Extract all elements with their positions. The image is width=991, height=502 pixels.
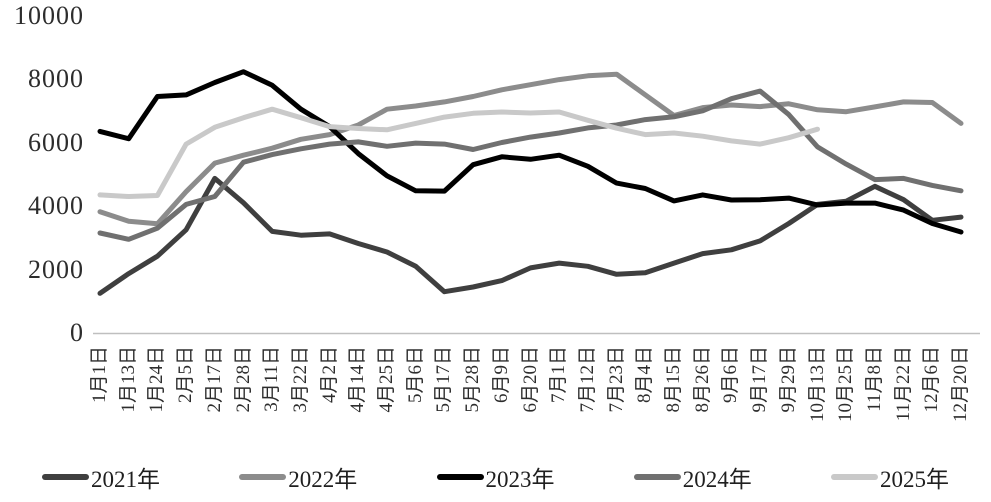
legend-label: 2023年: [485, 467, 555, 492]
x-axis-tick-label: 5月6日: [404, 346, 426, 404]
x-axis-tick-label: 4月25日: [376, 346, 397, 413]
legend-item-2021年: 2021年: [42, 460, 160, 494]
legend-item-2025年: 2025年: [831, 460, 949, 494]
x-axis-tick-label: 8月15日: [663, 346, 684, 413]
x-axis-tick-label: 12月6日: [921, 346, 943, 413]
x-axis-tick-label: 9月6日: [720, 346, 742, 404]
series-line-2021年: [97, 175, 964, 296]
legend-line-swatch-icon: [42, 474, 89, 480]
legend-item-2024年: 2024年: [633, 460, 752, 494]
x-axis-tick-label: 1月1日: [89, 346, 110, 404]
x-axis-tick-label: 7月23日: [605, 346, 627, 413]
legend: 2021年 2022年 2023年 2024年 2025年: [42, 460, 949, 494]
y-axis-tick-label: 2000: [28, 254, 84, 284]
x-axis-tick-label: 3月11日: [261, 346, 283, 412]
legend-label: 2022年: [288, 467, 358, 492]
x-axis-tick-label: 1月13日: [117, 346, 139, 413]
x-axis-tick-label: 2月17日: [203, 346, 225, 413]
series-line-2025年: [97, 106, 820, 199]
legend-item-2022年: 2022年: [239, 460, 357, 494]
x-axis-tick-label: 9月29日: [777, 346, 799, 413]
legend-line-swatch-icon: [436, 474, 484, 480]
x-axis-tick-label: 8月26日: [691, 346, 713, 413]
y-axis-tick-label: 10000: [14, 0, 84, 30]
y-axis-tick-label: 6000: [28, 127, 84, 157]
legend-label: 2025年: [880, 467, 949, 492]
series-line-2022年: [97, 71, 964, 227]
legend-label: 2021年: [91, 467, 160, 492]
x-axis-tick-label: 11月22日: [892, 346, 914, 422]
series-line-2024年: [97, 88, 964, 242]
x-axis-tick-label: 1月24日: [146, 346, 168, 413]
x-axis-tick-label: 4月2日: [318, 346, 340, 404]
series-line-2023年: [97, 69, 964, 235]
x-axis-tick-label: 9月17日: [749, 346, 771, 413]
x-axis-tick-label: 4月14日: [347, 346, 369, 413]
y-axis-tick-label: 8000: [28, 64, 84, 93]
x-axis-tick-label: 3月22日: [289, 346, 311, 413]
x-axis-tick-label: 2月5日: [175, 346, 197, 404]
legend-line-swatch-icon: [239, 474, 287, 480]
x-axis-tick-label: 5月17日: [433, 346, 455, 413]
legend-line-swatch-icon: [831, 474, 878, 480]
y-axis-tick-label: 4000: [28, 191, 84, 220]
x-axis-tick-label: 10月25日: [835, 346, 857, 423]
x-axis-tick-label: 8月4日: [634, 346, 656, 404]
x-axis-tick-label: 10月13日: [806, 346, 828, 423]
x-axis-tick-label: 7月12日: [576, 346, 598, 413]
x-axis-tick-label: 12月20日: [950, 346, 971, 423]
x-axis-tick-label: 6月9日: [490, 346, 512, 404]
legend-label: 2024年: [682, 467, 752, 492]
x-axis-tick-label: 7月1日: [548, 346, 570, 404]
x-axis-tick-label: 6月20日: [519, 346, 541, 413]
x-axis-tick-label: 11月8日: [863, 346, 885, 412]
legend-item-2023年: 2023年: [436, 460, 555, 494]
x-axis-tick-label: 5月28日: [462, 346, 484, 413]
y-axis-tick-label: 0: [70, 318, 84, 347]
legend-line-swatch-icon: [633, 474, 681, 480]
x-axis-tick-label: 2月28日: [232, 346, 254, 413]
